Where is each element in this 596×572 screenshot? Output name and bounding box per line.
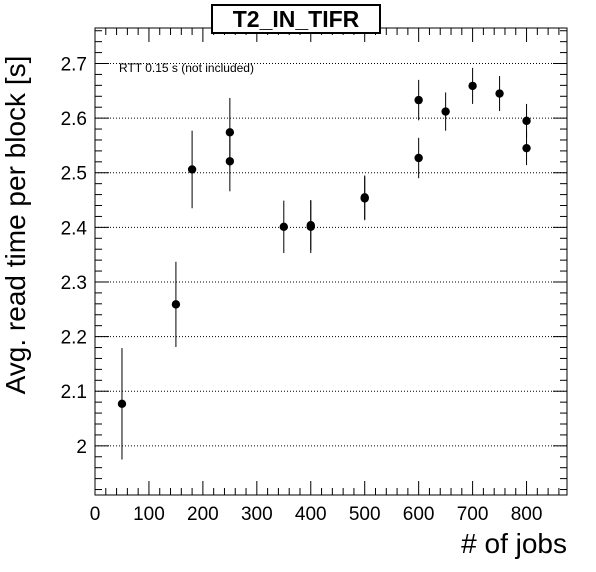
y-tick-label: 2.1 — [61, 382, 87, 403]
chart-title: T2_IN_TIFR — [211, 4, 381, 34]
axis-ticks — [94, 28, 567, 495]
data-point — [495, 89, 504, 98]
data-point — [360, 194, 369, 203]
x-tick-label: 500 — [349, 504, 381, 525]
y-axis-label: Avg. read time per block [s] — [0, 55, 31, 395]
data-point — [187, 165, 197, 174]
y-tick-label: 2.3 — [61, 273, 87, 294]
y-tick-label: 2.6 — [61, 109, 87, 130]
data-point — [522, 143, 531, 153]
data-point — [414, 153, 423, 163]
x-tick-label: 100 — [133, 504, 165, 525]
grid-lines — [95, 63, 567, 447]
data-point — [441, 107, 450, 116]
data-point — [306, 220, 315, 230]
x-tick-label: 200 — [187, 504, 219, 525]
data-point — [414, 95, 423, 105]
x-tick-label: 300 — [241, 504, 273, 525]
y-tick-label: 2.2 — [61, 328, 87, 349]
data-point — [522, 116, 531, 126]
x-tick-label: 600 — [403, 504, 435, 525]
x-tick-label: 0 — [90, 504, 101, 525]
data-point — [171, 300, 181, 309]
y-tick-label: 2 — [76, 437, 87, 458]
tick-labels: 2 2.1 2.2 2.3 2.4 2.5 2.6 2.7 0 100 200 300 400 500 60… — [61, 55, 543, 525]
data-point — [279, 222, 288, 232]
data-point — [117, 399, 127, 408]
data-point — [468, 81, 477, 91]
data-point — [225, 157, 235, 166]
y-tick-label: 2.7 — [61, 55, 87, 76]
y-tick-label: 2.5 — [61, 164, 87, 185]
data-points — [117, 67, 531, 460]
x-tick-label: 400 — [295, 504, 327, 525]
plot-frame — [94, 27, 568, 496]
x-axis-label: # of jobs — [461, 528, 567, 559]
y-tick-label: 2.4 — [61, 218, 88, 239]
x-tick-label: 700 — [457, 504, 489, 525]
rtt-annotation: RTT 0.15 s (not included) — [119, 61, 254, 75]
x-tick-label: 800 — [511, 504, 543, 525]
